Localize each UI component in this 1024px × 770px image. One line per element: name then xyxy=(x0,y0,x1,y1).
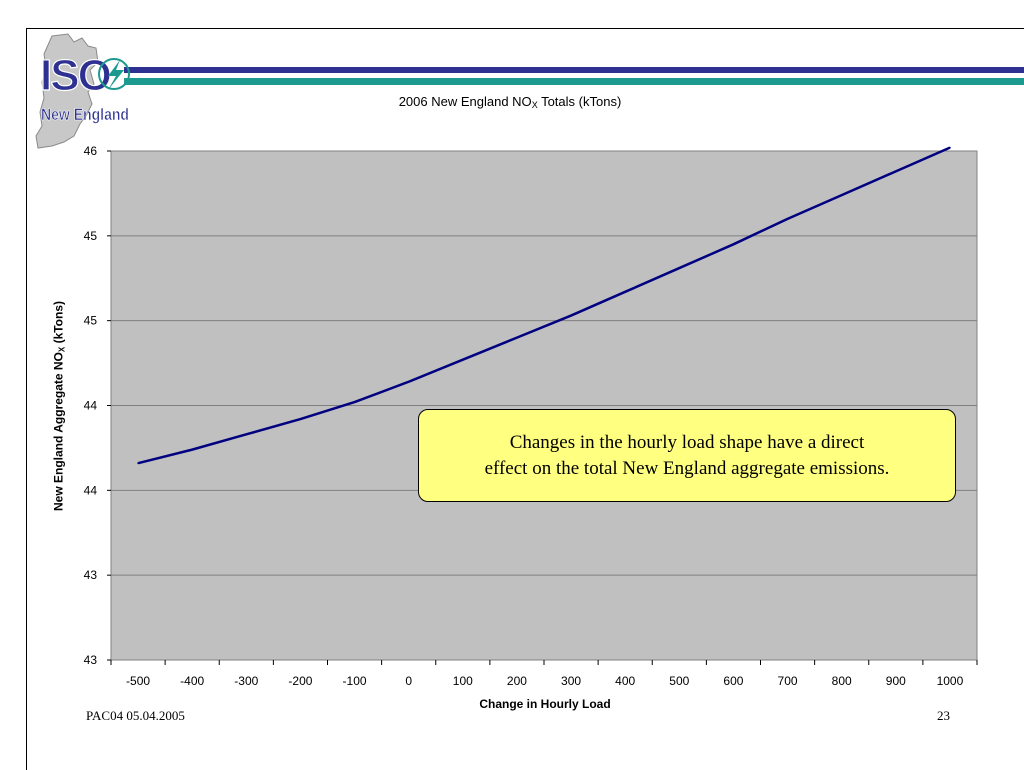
chart-title-text: 2006 New England NO xyxy=(398,94,532,109)
x-tick-label: -200 xyxy=(288,674,312,688)
nox-data-point xyxy=(191,448,193,451)
y-axis-title-text: New England Aggregate NO xyxy=(51,352,66,512)
callout-line-1: Changes in the hourly load shape have a … xyxy=(509,431,865,453)
callout-box: Changes in the hourly load shape have a … xyxy=(418,409,956,502)
x-tick-label: 1000 xyxy=(937,674,964,688)
iso-new-england-logo: ISO New England xyxy=(35,33,130,149)
header-band-blue xyxy=(124,67,1024,73)
y-tick-label: 43 xyxy=(84,653,98,667)
y-tick-label: 46 xyxy=(84,144,98,158)
nox-data-point xyxy=(137,462,139,464)
y-tick-label: 43 xyxy=(84,568,98,582)
slide-frame xyxy=(26,28,1024,770)
axis-layer: 46 45 45 44 44 43 43 -500 -400 -300 -200 -100 0 100 20… xyxy=(84,144,978,688)
x-tick-label: 300 xyxy=(561,674,581,688)
x-tick-label: -400 xyxy=(180,674,204,688)
nox-data-point xyxy=(786,218,789,220)
nox-data-point xyxy=(462,358,464,361)
logo-top-text: ISO xyxy=(40,51,111,100)
x-tick-label: 100 xyxy=(453,674,473,688)
x-tick-label: 700 xyxy=(778,674,798,688)
nox-data-point xyxy=(353,401,356,403)
callout-line-2: effect on the total New England aggregat… xyxy=(484,457,890,479)
y-tick-label: 44 xyxy=(84,399,98,413)
nox-data-point xyxy=(949,146,951,149)
logo-bottom-text: New England xyxy=(41,105,129,124)
x-tick-label: -500 xyxy=(126,674,150,688)
nox-data-point xyxy=(570,314,572,317)
nox-data-point xyxy=(407,380,410,383)
nox-data-point xyxy=(245,433,248,436)
header-band-teal xyxy=(124,78,1024,85)
logo-bolt-icon xyxy=(108,60,124,90)
chart-title: 2006 New England NOX Totals (kTons) xyxy=(330,94,690,110)
y-axis-title-suffix: (kTons) xyxy=(51,300,66,347)
y-axis-title-subscript: X xyxy=(57,346,67,353)
nox-data-point xyxy=(732,243,735,246)
x-tick-label: 500 xyxy=(669,674,689,688)
nox-series-line xyxy=(137,146,951,465)
x-tick-label: 0 xyxy=(405,674,412,688)
x-tick-label: 400 xyxy=(615,674,635,688)
chart-title-subscript: X xyxy=(531,100,538,110)
footer-date: PAC04 05.04.2005 xyxy=(86,708,185,723)
nox-data-point xyxy=(840,194,843,196)
x-axis-title: Change in Hourly Load xyxy=(479,697,611,711)
nox-data-point xyxy=(678,267,681,269)
x-tick-label: -300 xyxy=(234,674,258,688)
chart-title-suffix: Totals (kTons) xyxy=(537,94,622,109)
page-number: 23 xyxy=(937,708,950,723)
series-layer xyxy=(137,146,951,465)
x-tick-label: 200 xyxy=(507,674,527,688)
y-tick-label: 44 xyxy=(84,483,98,497)
new-england-map-icon xyxy=(35,33,99,149)
y-tick-label: 45 xyxy=(84,314,98,328)
y-axis-title: New England Aggregate NOX (kTons) xyxy=(52,301,67,511)
nox-data-point xyxy=(624,291,626,293)
y-tick-label: 45 xyxy=(84,229,98,243)
x-tick-label: 600 xyxy=(723,674,743,688)
logo-o-ring xyxy=(98,58,130,90)
nox-data-point xyxy=(516,336,518,339)
nox-data-point xyxy=(299,418,302,420)
x-tick-label: 900 xyxy=(886,674,906,688)
nox-data-point xyxy=(895,170,897,173)
x-tick-label: -100 xyxy=(343,674,367,688)
x-tick-label: 800 xyxy=(832,674,852,688)
callout-text: Changes in the hourly load shape have a … xyxy=(485,430,890,482)
